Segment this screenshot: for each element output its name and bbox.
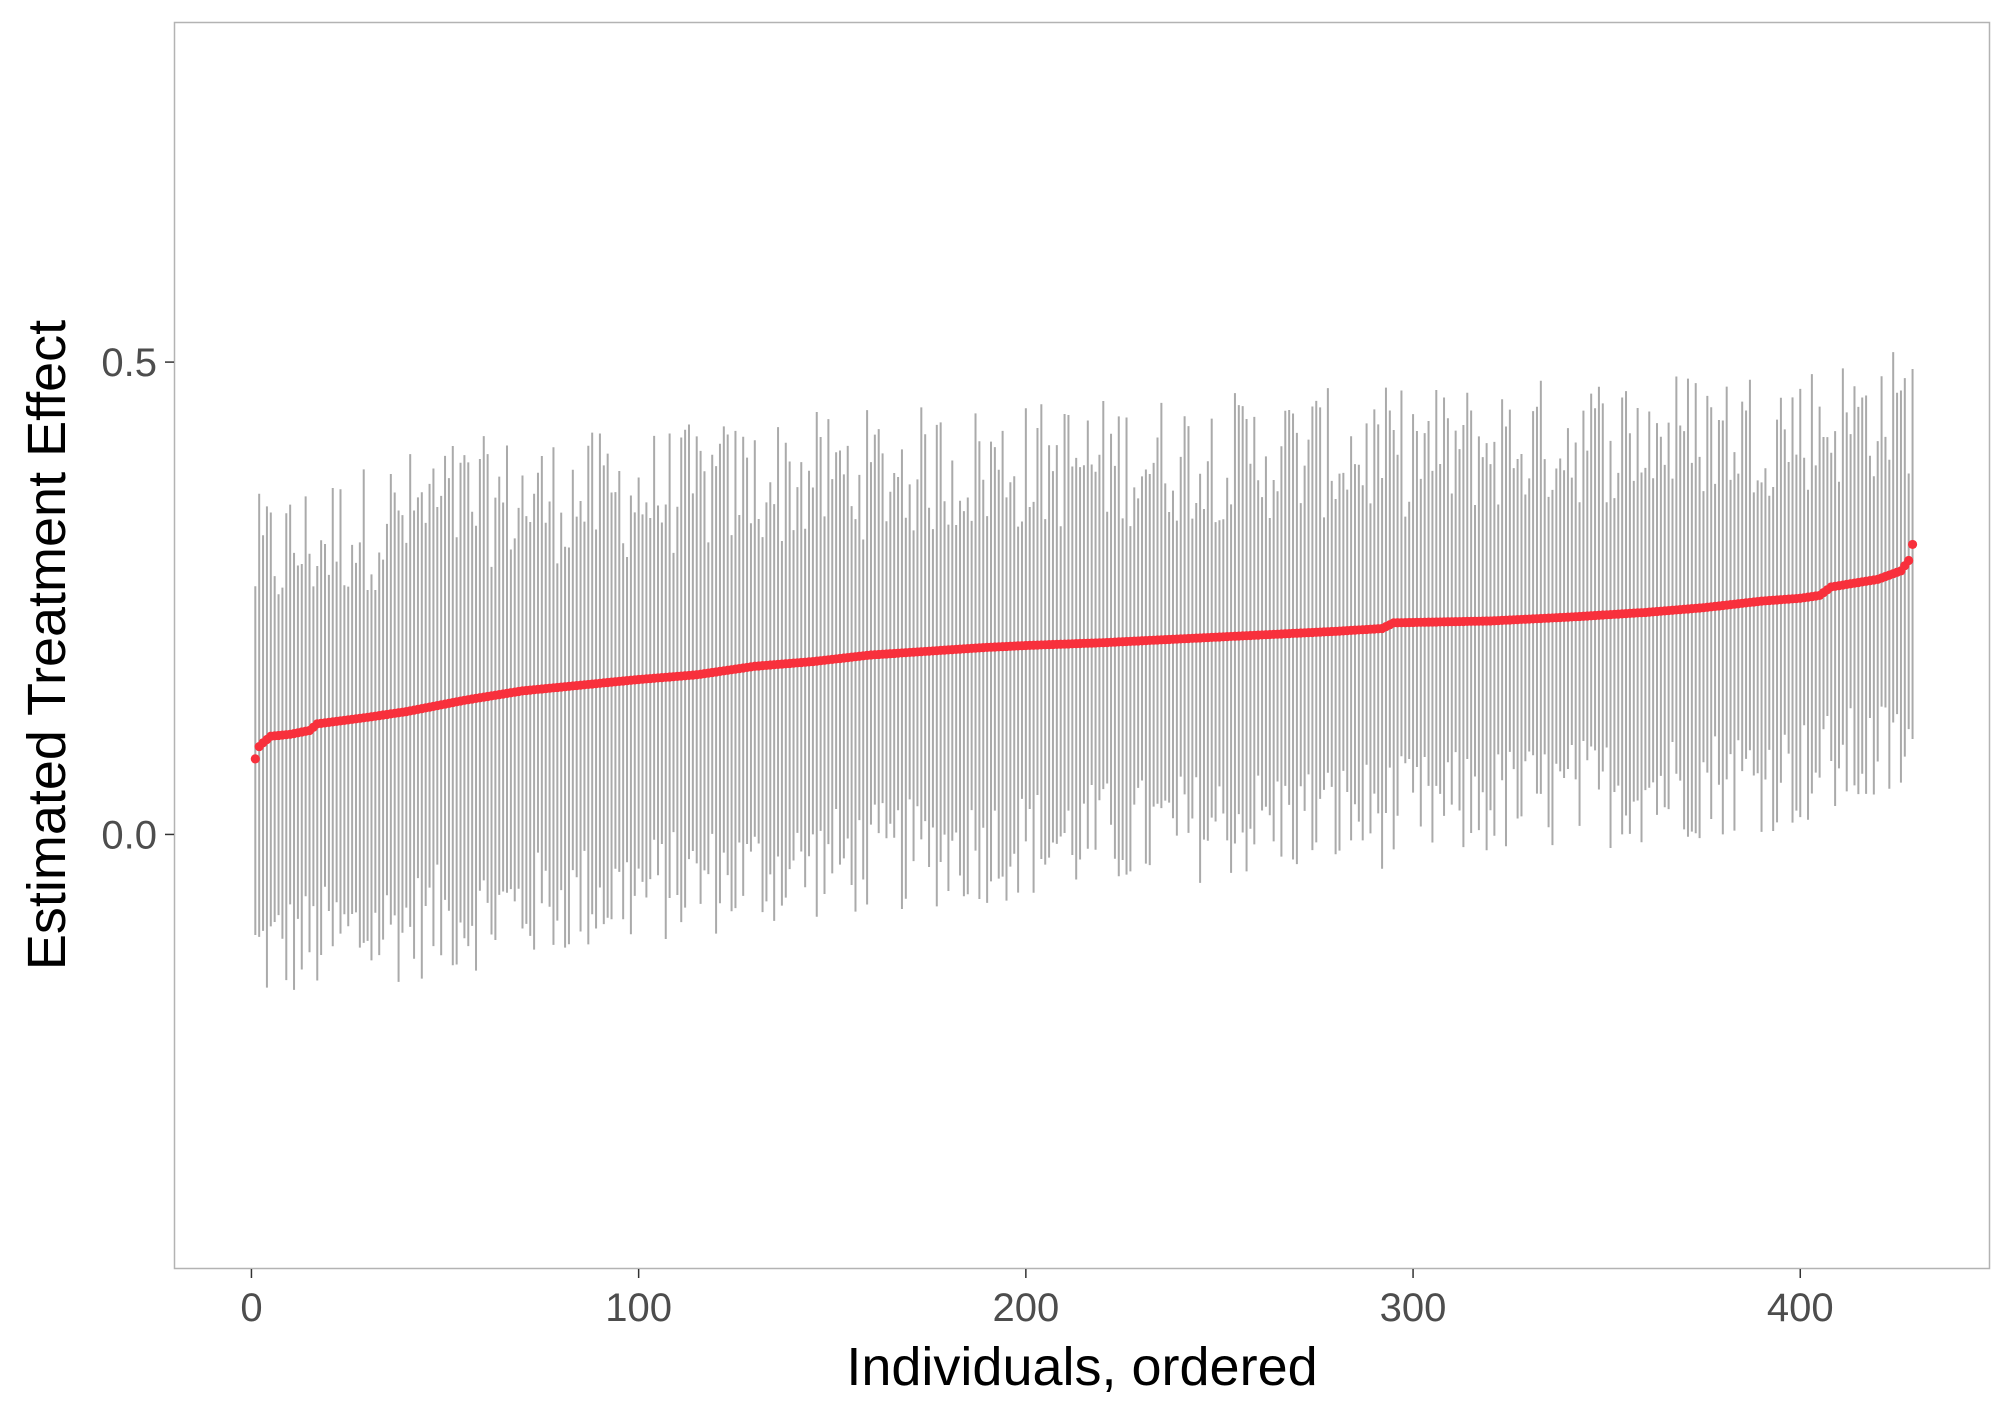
estimate-point [250,754,260,764]
estimate-point [1907,539,1918,550]
x-tick-label: 200 [992,1286,1059,1330]
panel-border [173,21,1991,1270]
y-tick-label: 0.0 [101,813,157,857]
estimate-point [1904,555,1914,566]
y-axis-title: Estimated Treatment Effect [17,320,77,970]
x-tick-label: 0 [240,1286,262,1330]
x-tick-label: 400 [1767,1286,1834,1330]
x-tick-label: 100 [605,1286,672,1330]
y-tick-label: 0.5 [101,341,157,385]
y-axis: 0.0 0.5 [101,341,174,857]
x-axis-title: Individuals, ordered [846,1337,1317,1397]
x-axis: 0 100 200 300 400 [240,1269,1834,1330]
x-tick-label: 300 [1380,1286,1447,1330]
estimate-points [250,539,1918,764]
